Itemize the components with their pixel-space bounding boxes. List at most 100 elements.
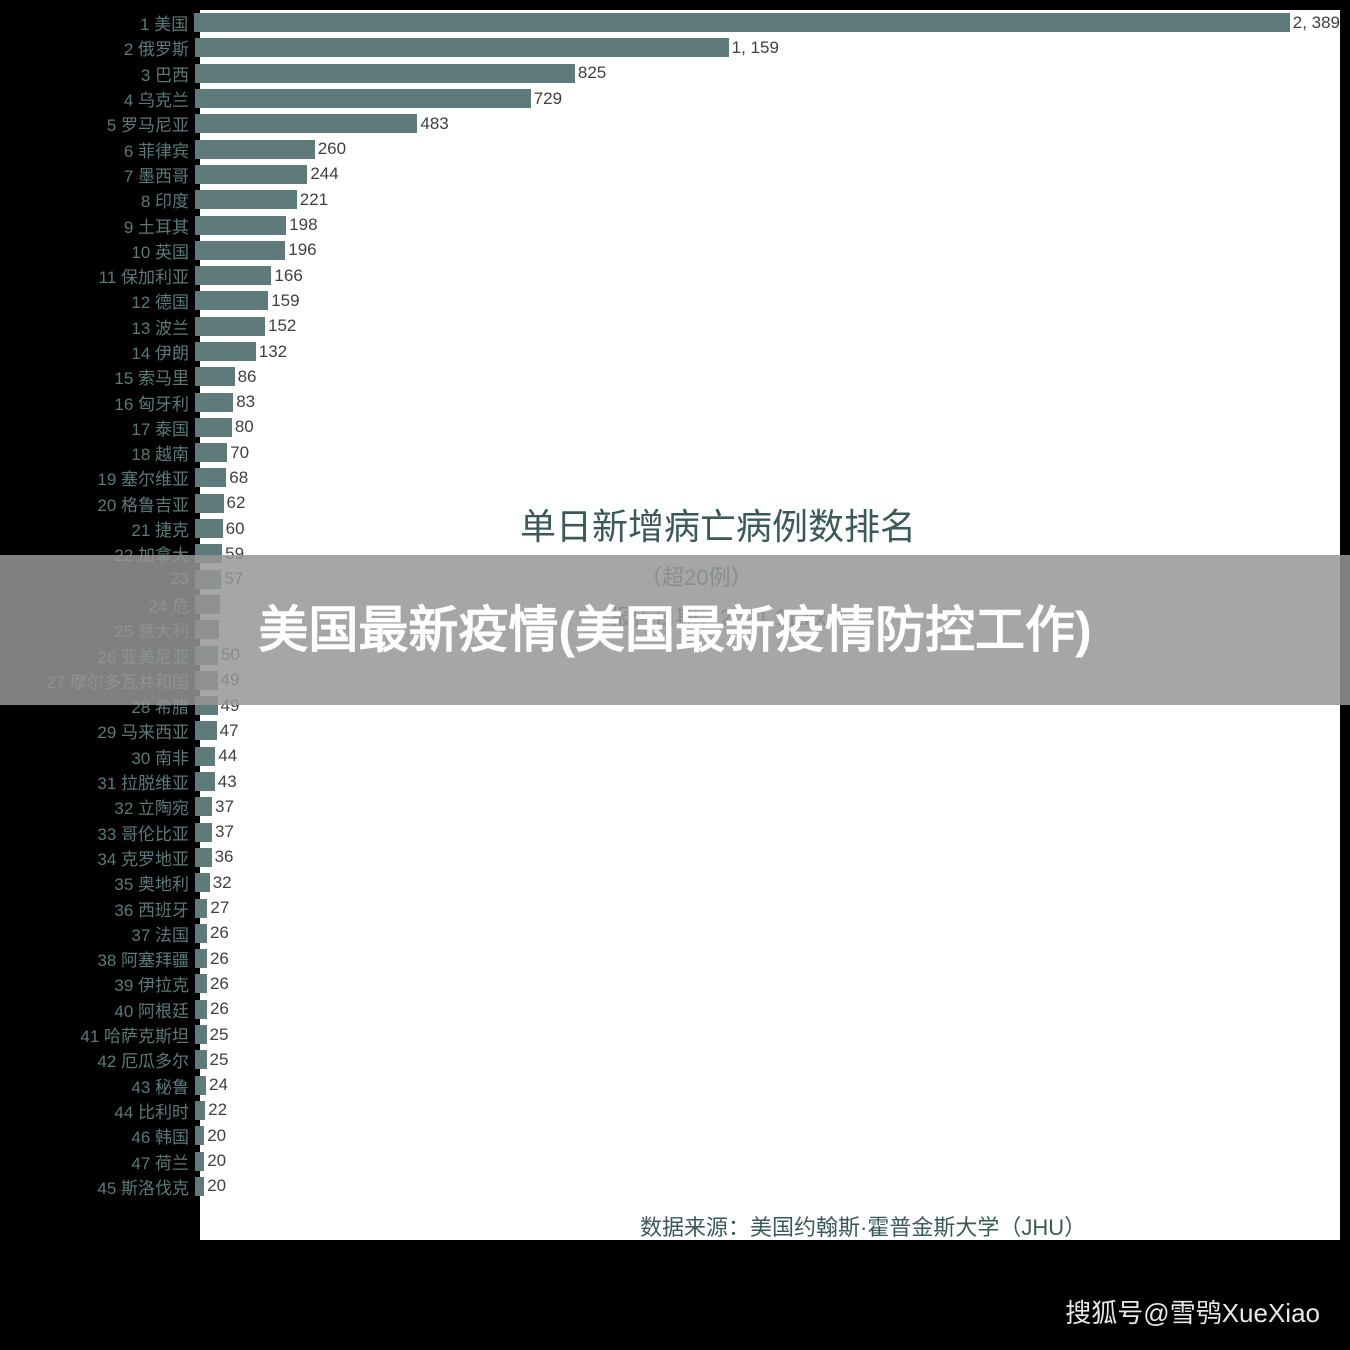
bar-row: 39 伊拉克26 [0, 971, 1340, 996]
bar-rect [195, 468, 226, 487]
bar-rect [195, 1126, 204, 1145]
bar-row: 7 墨西哥244 [0, 162, 1340, 187]
bar-rect [195, 949, 207, 968]
bar-rect [195, 1076, 206, 1095]
bar-label: 4 乌克兰 [0, 86, 195, 111]
bar-label: 43 秘鲁 [0, 1073, 195, 1098]
bar-row: 4 乌克兰 729 [0, 86, 1340, 111]
bar-rect [195, 797, 212, 816]
bar-row: 18 越南70 [0, 440, 1340, 465]
bar-value: 825 [575, 63, 606, 83]
bar-label: 32 立陶宛 [0, 794, 195, 819]
bar-row: 44 比利时22 [0, 1098, 1340, 1123]
bar-value: 25 [207, 1050, 229, 1070]
bar-label: 36 西班牙 [0, 896, 195, 921]
bar-label: 33 哥伦比亚 [0, 820, 195, 845]
bar-row: 40 阿根廷26 [0, 997, 1340, 1022]
bar-value: 152 [265, 316, 296, 336]
bar-row: 14 伊朗132 [0, 339, 1340, 364]
bar-rect [195, 1025, 207, 1044]
bar-rect [195, 393, 233, 412]
bar-label: 31 拉脱维亚 [0, 769, 195, 794]
bar-rect [195, 747, 215, 766]
bar-rect [195, 494, 224, 513]
bar-value: 68 [226, 468, 248, 488]
bar-rect [195, 899, 207, 918]
bar-row: 47 荷兰20 [0, 1148, 1340, 1173]
bar-row: 31 拉脱维亚 43 [0, 769, 1340, 794]
bar-value: 2, 389 [1290, 13, 1340, 33]
bar-rect [195, 266, 271, 285]
bar-rect [195, 418, 232, 437]
bar-rect [195, 1101, 205, 1120]
bar-rect [195, 519, 223, 538]
bar-value: 37 [212, 822, 234, 842]
bar-row: 41 哈萨克斯坦25 [0, 1022, 1340, 1047]
bar-label: 10 英国 [0, 238, 195, 263]
bar-rect [195, 873, 210, 892]
bar-rect [195, 1000, 207, 1019]
bar-value: 60 [223, 519, 245, 539]
bar-label: 44 比利时 [0, 1098, 195, 1123]
bar-value: 483 [417, 114, 448, 134]
bar-row: 38 阿塞拜疆26 [0, 946, 1340, 971]
bar-row: 15 索马里86 [0, 364, 1340, 389]
bar-label: 3 巴西 [0, 61, 195, 86]
bar-value: 26 [207, 999, 229, 1019]
bar-value: 36 [212, 847, 234, 867]
bar-row: 32 立陶宛37 [0, 794, 1340, 819]
bar-rect [195, 721, 217, 740]
bar-label: 41 哈萨克斯坦 [0, 1022, 195, 1047]
bar-rect [195, 443, 227, 462]
bar-row: 3 巴西 825 [0, 61, 1340, 86]
bar-row: 13 波兰 152 [0, 314, 1340, 339]
bar-rect [195, 974, 207, 993]
bar-rect [195, 342, 256, 361]
bar-rect [195, 823, 212, 842]
bar-label: 39 伊拉克 [0, 971, 195, 996]
bar-value: 166 [271, 266, 302, 286]
bar-rect [195, 140, 315, 159]
bar-label: 13 波兰 [0, 314, 195, 339]
bar-label: 9 土耳其 [0, 213, 195, 238]
bar-value: 83 [233, 392, 255, 412]
bar-label: 35 奥地利 [0, 870, 195, 895]
bar-rect [195, 367, 235, 386]
bar-value: 729 [531, 89, 562, 109]
bar-label: 5 罗马尼亚 [0, 111, 195, 136]
bar-rect [195, 64, 575, 83]
bar-value: 198 [286, 215, 317, 235]
bar-rect [195, 38, 729, 57]
bar-rect [195, 241, 285, 260]
bar-row: 2 俄罗斯1, 159 [0, 35, 1340, 60]
bar-row: 43 秘鲁24 [0, 1072, 1340, 1097]
bar-row: 8 印度221 [0, 187, 1340, 212]
bar-row: 45 斯洛伐克20 [0, 1174, 1340, 1199]
chart-title: 单日新增病亡病例数排名 [520, 498, 916, 550]
bar-value: 43 [215, 772, 237, 792]
bar-label: 7 墨西哥 [0, 162, 195, 187]
bar-value: 80 [232, 417, 254, 437]
bar-label: 14 伊朗 [0, 339, 195, 364]
bar-label: 29 马来西亚 [0, 718, 195, 743]
bar-row: 1 美国2, 389 [0, 10, 1340, 35]
bar-value: 44 [215, 746, 237, 766]
bar-label: 34 克罗地亚 [0, 845, 195, 870]
bar-label: 37 法国 [0, 921, 195, 946]
bar-label: 18 越南 [0, 440, 195, 465]
bar-row: 17 泰国80 [0, 415, 1340, 440]
bar-value: 20 [204, 1126, 226, 1146]
bar-label: 6 菲律宾 [0, 137, 195, 162]
bar-label: 12 德国 [0, 288, 195, 313]
bar-row: 30 南非44 [0, 744, 1340, 769]
bar-value: 221 [297, 190, 328, 210]
bar-row: 29 马来西亚47 [0, 718, 1340, 743]
bar-row: 11 保加利亚166 [0, 263, 1340, 288]
bar-label: 19 塞尔维亚 [0, 465, 195, 490]
bar-value: 20 [204, 1176, 226, 1196]
bar-label: 21 捷克 [0, 516, 195, 541]
bar-row: 12 德国159 [0, 288, 1340, 313]
bar-value: 260 [315, 139, 346, 159]
bar-label: 20 格鲁吉亚 [0, 491, 195, 516]
bar-value: 26 [207, 949, 229, 969]
